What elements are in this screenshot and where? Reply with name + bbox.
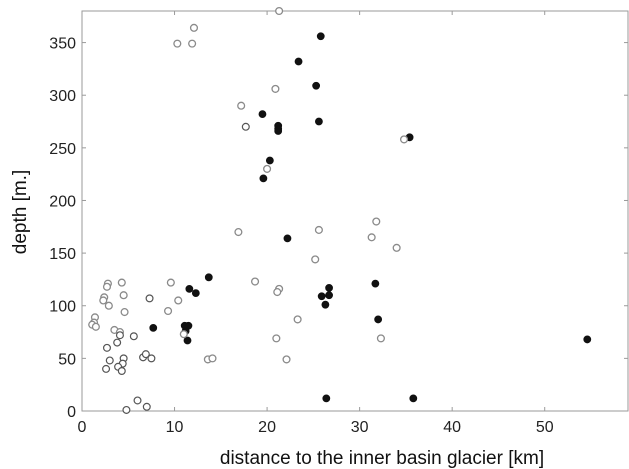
x-tick-label: 30 — [351, 419, 369, 436]
data-point-open-dark — [113, 338, 122, 347]
axis-ticks — [81, 11, 628, 412]
data-point-filled — [185, 284, 194, 293]
data-point-open-gray — [251, 277, 260, 286]
data-point-open-gray — [275, 6, 284, 16]
data-point-open-dark — [117, 367, 126, 376]
data-point-open-dark — [102, 343, 111, 352]
data-point-open-dark — [142, 402, 151, 411]
data-point-open-gray — [392, 243, 401, 252]
data-point-open-gray — [271, 84, 280, 93]
data-point-open-gray — [99, 296, 108, 305]
data-point-filled — [325, 291, 333, 300]
data-point-filled — [317, 292, 326, 301]
x-tick-label: 40 — [443, 419, 461, 436]
y-axis-label: depth [m.] — [10, 170, 31, 255]
data-point-open-gray — [91, 322, 100, 331]
data-points — [88, 6, 592, 414]
y-tick-label: 0 — [67, 404, 76, 421]
y-tick-label: 300 — [49, 88, 76, 105]
data-point-filled — [374, 315, 383, 324]
data-point-open-gray — [164, 306, 173, 316]
data-point-filled — [409, 394, 418, 403]
data-point-filled — [294, 57, 303, 66]
y-tick-label: 150 — [49, 246, 76, 263]
data-point-filled — [312, 81, 321, 90]
data-point-open-gray — [273, 288, 282, 297]
data-point-filled — [183, 336, 192, 345]
plot-frame — [81, 10, 629, 412]
data-point-open-gray — [119, 291, 128, 300]
data-point-filled — [583, 335, 592, 344]
data-point-open-gray — [189, 23, 199, 32]
data-point-filled — [149, 323, 158, 332]
data-point-open-gray — [179, 330, 188, 339]
data-point-open-gray — [234, 228, 243, 237]
x-tick-label: 0 — [78, 419, 87, 436]
data-point-filled — [191, 289, 200, 298]
data-point-open-gray — [311, 255, 320, 264]
data-point-filled — [259, 174, 268, 183]
data-point-open-gray — [120, 308, 129, 317]
x-tick-label: 50 — [536, 419, 554, 436]
x-tick-label: 10 — [166, 419, 184, 436]
data-point-open-dark — [147, 354, 156, 363]
y-tick-label: 100 — [49, 299, 76, 316]
data-point-open-gray — [399, 135, 409, 144]
data-point-open-dark — [115, 331, 124, 340]
data-point-filled — [274, 127, 283, 135]
data-point-open-dark — [129, 332, 138, 341]
data-point-open-gray — [117, 278, 126, 287]
data-point-open-dark — [105, 356, 114, 365]
data-point-open-dark — [133, 396, 142, 405]
data-point-filled — [204, 273, 213, 282]
data-point-filled — [283, 234, 292, 243]
data-point-open-gray — [372, 217, 381, 226]
data-point-filled — [321, 300, 330, 309]
data-point-open-gray — [376, 334, 385, 343]
data-point-filled — [371, 279, 380, 288]
data-point-open-gray — [237, 101, 246, 110]
y-tick-label: 350 — [49, 36, 76, 53]
data-point-open-gray — [102, 282, 112, 291]
tick-labels: 0 10 20 30 40 50 0 50 100 150 200 250 300 350 — [49, 36, 553, 436]
data-point-open-gray — [272, 334, 281, 343]
x-tick-label: 20 — [258, 419, 276, 436]
y-tick-label: 250 — [49, 141, 76, 158]
y-tick-label: 50 — [58, 351, 76, 368]
data-point-open-gray — [282, 355, 291, 364]
data-point-filled — [265, 156, 274, 165]
data-point-open-dark — [122, 405, 131, 414]
data-point-open-dark — [102, 364, 111, 373]
data-point-open-gray — [293, 315, 302, 324]
data-point-open-gray — [166, 278, 175, 287]
y-tick-label: 200 — [49, 193, 76, 210]
data-point-open-dark — [141, 350, 150, 359]
data-point-filled — [322, 394, 331, 403]
x-axis-label: distance to the inner basin glacier [km] — [220, 448, 544, 469]
data-point-filled — [316, 32, 325, 41]
data-point-filled — [258, 110, 267, 119]
data-point-open-gray — [174, 296, 183, 305]
data-point-open-gray — [104, 301, 113, 310]
data-point-open-gray — [188, 39, 197, 48]
data-point-open-dark — [145, 294, 154, 303]
data-point-open-gray — [208, 354, 217, 363]
data-point-open-gray — [173, 39, 182, 48]
data-point-open-dark — [241, 122, 250, 131]
data-point-open-gray — [263, 164, 272, 173]
data-point-open-gray — [367, 233, 376, 242]
data-point-filled — [315, 117, 323, 126]
data-point-filled — [325, 283, 333, 292]
data-point-open-gray — [314, 225, 323, 234]
